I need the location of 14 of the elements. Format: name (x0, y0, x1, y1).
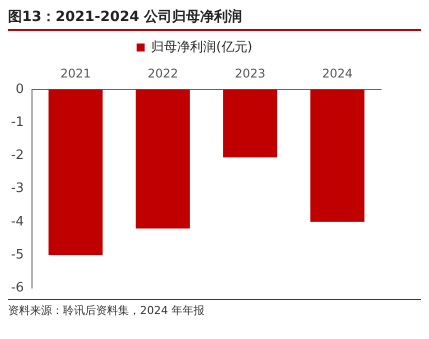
y-tick-label: -4 (10, 214, 24, 230)
x-tick-label: 2021 (60, 66, 91, 80)
text: 资料来源：聆讯后资料集，2024 年年报 (8, 299, 421, 318)
chart-title: 图13：2021-2024 公司归母净利润 (8, 8, 421, 31)
y-tick-label: -2 (10, 148, 24, 164)
y-tick-label: -1 (10, 114, 24, 130)
x-tick-label: 2024 (322, 66, 353, 80)
y-tick-label: -6 (10, 280, 24, 296)
x-tick-label: 2023 (234, 66, 266, 80)
x-tick-label: 2022 (148, 66, 178, 80)
legend-label: 归母净利润(亿元) (151, 40, 252, 55)
y-tick-label: -5 (10, 247, 24, 262)
y-tick-label: -3 (10, 181, 24, 196)
y-tick-label: 0 (16, 82, 24, 97)
